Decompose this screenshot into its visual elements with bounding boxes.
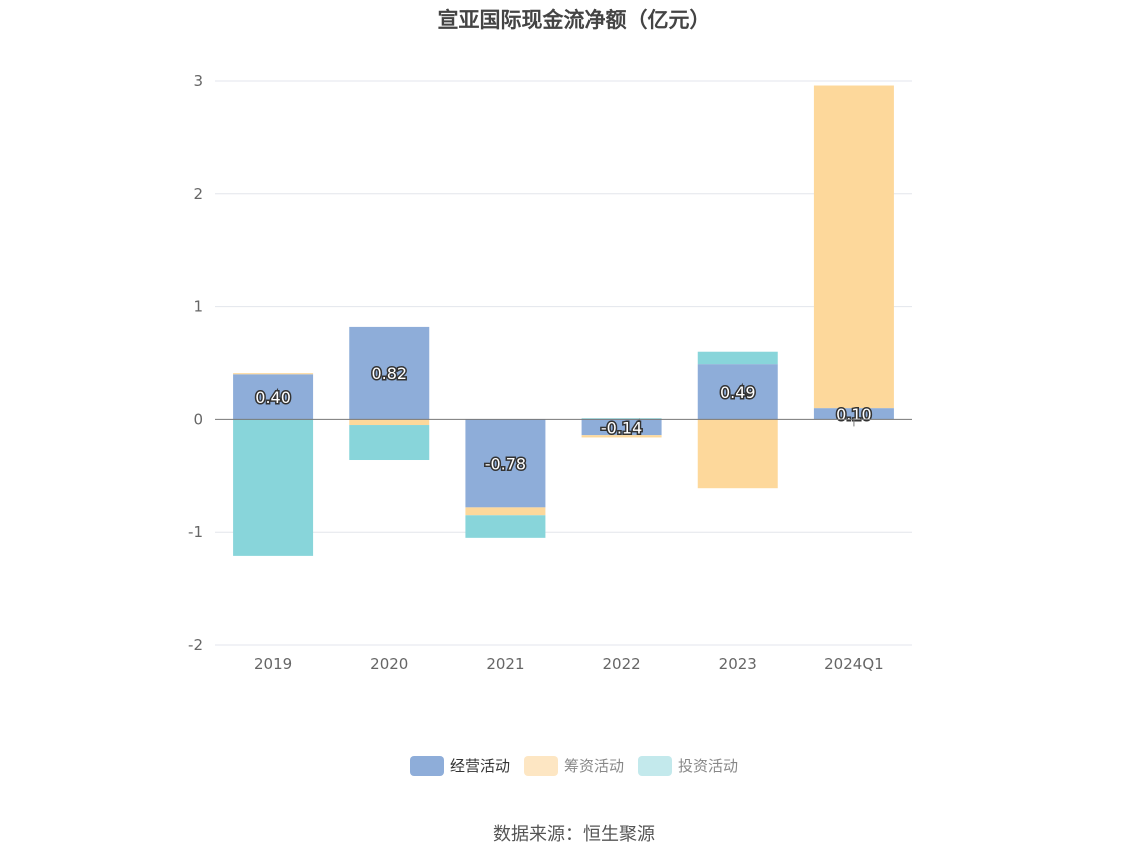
bar-operating — [581, 419, 662, 436]
chart-title: 宣亚国际现金流净额（亿元） — [437, 8, 711, 32]
y-tick-label: 2 — [193, 185, 203, 203]
bar-investing — [697, 351, 778, 365]
bar-operating — [233, 374, 314, 420]
y-tick-label: -1 — [188, 523, 203, 541]
x-tick-label: 2024Q1 — [824, 655, 884, 673]
bar-investing — [581, 418, 662, 420]
legend-label-investing: 投资活动 — [678, 757, 739, 775]
bar-financing — [581, 435, 662, 438]
legend-item-operating[interactable]: 经营活动 — [409, 755, 510, 776]
x-tick-label: 2022 — [602, 655, 640, 673]
data-label: 0.40 — [255, 388, 291, 407]
x-tick-label: 2021 — [486, 655, 524, 673]
y-tick-label: 0 — [193, 410, 203, 428]
x-tick-label: 2023 — [719, 655, 757, 673]
data-source: 数据来源：恒生聚源 — [493, 824, 655, 845]
legend-item-financing[interactable]: 筹资活动 — [523, 755, 624, 776]
bar-investing — [465, 515, 546, 538]
bar-operating — [465, 419, 546, 508]
bar-operating — [697, 364, 778, 420]
data-label: 0.49 — [720, 383, 756, 402]
bar-investing — [233, 419, 314, 556]
data-label: -0.14 — [601, 418, 642, 437]
bar-operating — [813, 408, 894, 420]
bar-investing — [349, 425, 430, 461]
bar-financing — [349, 419, 430, 426]
y-tick-label: 1 — [193, 298, 203, 316]
y-tick-label: -2 — [188, 636, 203, 654]
legend-label-financing: 筹资活动 — [563, 757, 624, 775]
data-label: 0.82 — [371, 364, 407, 383]
legend-swatch-investing — [638, 755, 672, 776]
data-label: -0.78 — [485, 454, 526, 473]
x-tick-label: 2020 — [370, 655, 408, 673]
legend-label-operating: 经营活动 — [449, 757, 510, 775]
x-tick-label: 2019 — [254, 655, 292, 673]
legend-swatch-financing — [523, 755, 558, 776]
bar-financing — [233, 373, 314, 375]
chart-legend: 经营活动 筹资活动 投资活动 — [0, 755, 1148, 776]
y-tick-label: 3 — [193, 72, 203, 90]
bar-financing — [697, 419, 778, 489]
legend-item-investing[interactable]: 投资活动 — [638, 755, 738, 776]
bar-financing — [465, 507, 546, 516]
legend-swatch-operating — [409, 755, 444, 776]
bar-operating — [349, 326, 430, 420]
bar-financing — [813, 85, 894, 409]
